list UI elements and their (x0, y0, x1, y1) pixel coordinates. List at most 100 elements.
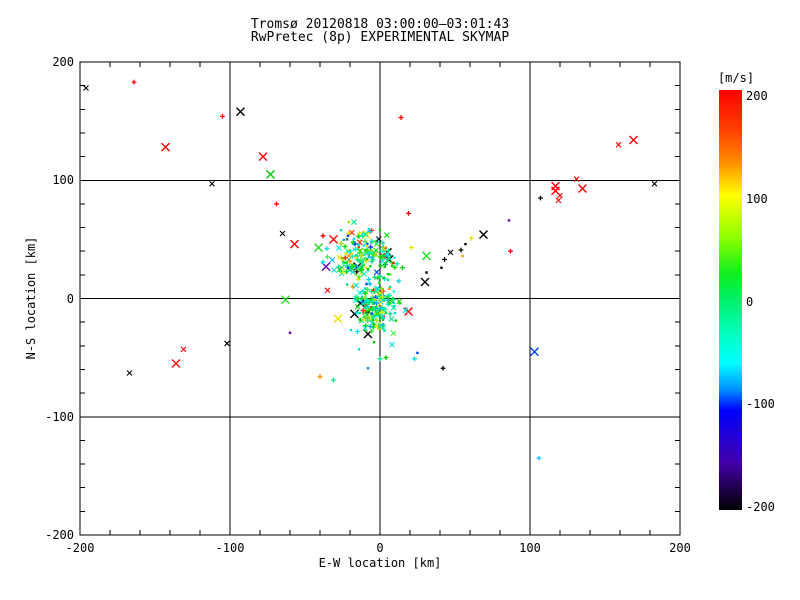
data-point (378, 263, 384, 268)
data-point (373, 241, 380, 247)
data-point (358, 260, 361, 263)
data-point (370, 312, 373, 315)
data-point (371, 316, 374, 320)
data-point (392, 290, 396, 293)
data-point (392, 265, 398, 270)
data-point (345, 261, 348, 265)
data-point (385, 248, 391, 254)
x-tick-label: -100 (215, 541, 245, 555)
data-point (161, 142, 170, 152)
data-point (379, 286, 385, 292)
data-point (378, 254, 383, 260)
data-point (400, 265, 405, 271)
data-point (386, 253, 391, 258)
data-point (371, 322, 377, 327)
data-point (383, 255, 386, 258)
data-point (279, 230, 286, 237)
data-point (422, 251, 431, 261)
data-point (383, 232, 390, 239)
data-point (409, 245, 414, 251)
data-point (369, 328, 375, 334)
data-point (370, 251, 374, 255)
data-point (209, 180, 215, 187)
colorbar-title: [m/s] (717, 71, 755, 85)
y-tick-label: 200 (52, 55, 74, 69)
data-point (350, 263, 356, 269)
y-axis-title: N-S location [km] (24, 236, 38, 360)
data-point (364, 287, 367, 290)
data-point (392, 301, 395, 305)
data-point (461, 254, 464, 258)
data-point (386, 273, 390, 276)
data-point (364, 266, 367, 269)
data-point (364, 310, 368, 314)
colorbar-tick-label: -100 (746, 397, 775, 412)
data-point (353, 247, 359, 252)
data-point (374, 285, 381, 292)
data-point (392, 261, 395, 265)
data-point (375, 275, 381, 281)
data-point (365, 257, 369, 261)
data-point (381, 318, 385, 321)
data-point (366, 367, 370, 370)
data-point (346, 266, 350, 269)
data-point (367, 311, 370, 314)
colorbar-tick-label: 200 (746, 89, 768, 103)
data-point (387, 311, 393, 317)
data-point (373, 269, 380, 276)
data-point (367, 251, 371, 255)
data-point (351, 219, 357, 225)
data-point (385, 255, 392, 262)
data-point (360, 299, 363, 302)
data-point (382, 323, 385, 326)
data-point (378, 228, 382, 232)
data-point (374, 310, 381, 317)
data-point (383, 265, 386, 269)
data-point (573, 176, 580, 182)
data-point (358, 264, 365, 271)
data-point (362, 244, 366, 247)
plot-border (79, 61, 681, 536)
data-point (382, 306, 388, 312)
data-point (354, 256, 358, 259)
data-point (394, 261, 400, 267)
data-point (377, 307, 380, 311)
data-point (479, 230, 488, 240)
data-point (333, 314, 343, 324)
x-axis-title: E-W location [km] (318, 556, 442, 570)
data-point (367, 227, 370, 231)
data-point (366, 267, 370, 271)
data-point (367, 229, 373, 234)
data-point (357, 348, 361, 351)
data-point (354, 254, 358, 257)
data-point (360, 289, 366, 294)
data-point (126, 370, 133, 376)
data-point (338, 241, 344, 246)
data-point (357, 317, 363, 323)
data-point (346, 234, 350, 238)
data-point (350, 252, 354, 256)
data-point (331, 377, 336, 383)
data-point (350, 263, 353, 266)
data-point (365, 282, 368, 286)
data-point (365, 244, 368, 248)
data-point (361, 260, 364, 263)
data-point (370, 256, 374, 259)
data-point (371, 319, 374, 322)
data-point (357, 245, 360, 249)
data-point (375, 325, 379, 328)
data-point (354, 269, 360, 275)
data-point (381, 296, 387, 302)
data-point (372, 251, 379, 258)
data-point (379, 316, 382, 320)
data-point (394, 319, 398, 322)
data-point (369, 265, 372, 268)
data-point (354, 273, 358, 276)
data-point (374, 290, 377, 293)
data-point (342, 262, 345, 265)
y-tick-label: 100 (52, 173, 74, 188)
data-point (398, 302, 402, 305)
data-point (375, 236, 382, 242)
data-point (384, 246, 387, 249)
x-tick-label: 0 (376, 541, 384, 555)
